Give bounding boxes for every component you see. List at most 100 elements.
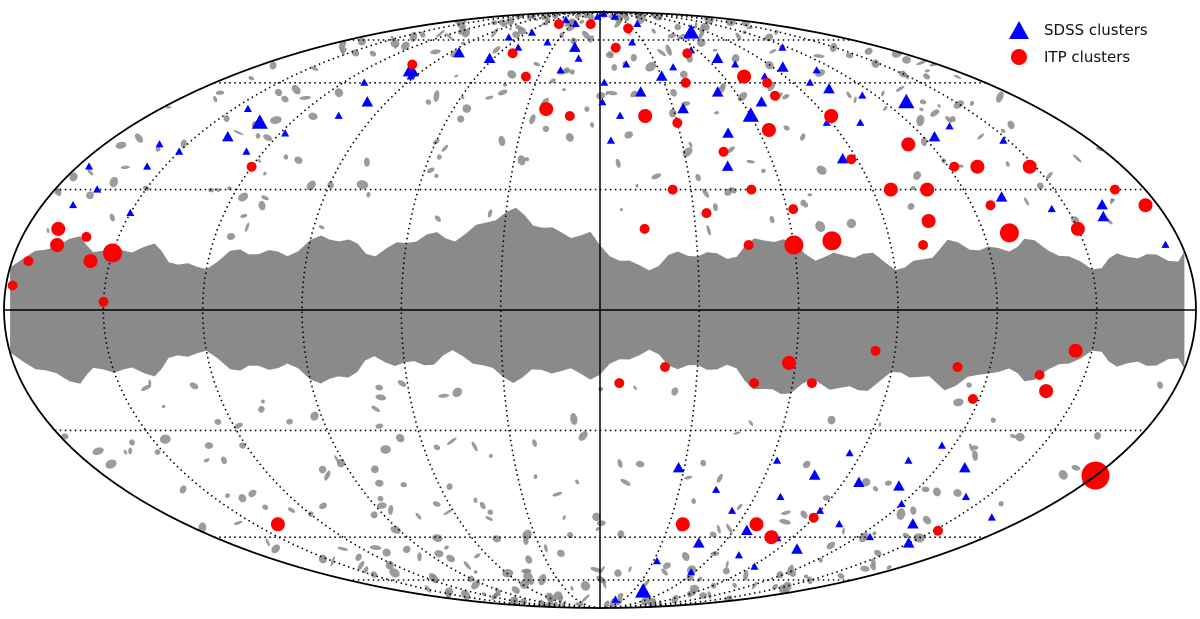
sdss-cluster-point	[85, 162, 94, 170]
mask-hole	[619, 207, 623, 212]
mask-hole	[511, 586, 520, 594]
mask-hole	[996, 91, 1004, 103]
mask-hole	[953, 489, 962, 497]
mask-hole	[330, 556, 336, 567]
sdss-cluster-point	[845, 449, 854, 457]
sdss-cluster-point	[741, 524, 753, 535]
mask-hole	[736, 503, 743, 510]
itp-cluster-point	[918, 240, 929, 250]
mask-hole	[370, 511, 378, 519]
sdss-cluster-point	[251, 114, 268, 129]
mask-hole	[428, 572, 439, 584]
mask-hole	[527, 16, 532, 20]
mask-hole	[913, 171, 922, 180]
mask-hole	[306, 180, 316, 191]
mask-hole	[884, 480, 892, 486]
mask-hole	[533, 61, 541, 67]
itp-cluster-point	[675, 517, 690, 532]
sdss-cluster-point	[360, 78, 369, 86]
sdss-cluster-point	[669, 63, 678, 71]
mask-hole	[590, 567, 602, 573]
map-border	[3, 11, 1197, 609]
itp-cluster-point	[585, 19, 596, 30]
mask-hole	[134, 133, 144, 143]
mask-hole	[651, 28, 656, 34]
itp-cluster-point	[824, 109, 839, 123]
mask-hole	[258, 405, 265, 413]
mask-hole	[579, 19, 585, 24]
itp-cluster-point	[749, 378, 760, 389]
mask-hole	[700, 459, 707, 467]
mask-hole	[910, 506, 917, 515]
sdss-cluster-point	[143, 162, 152, 170]
mask-hole	[540, 18, 551, 26]
mask-hole	[1000, 128, 1006, 134]
mask-hole	[397, 380, 407, 387]
mask-hole	[129, 439, 135, 446]
mask-hole	[507, 70, 517, 79]
mask-hole	[238, 494, 247, 503]
sdss-cluster-point	[712, 485, 721, 493]
mask-hole	[620, 478, 631, 486]
mask-hole	[255, 133, 261, 139]
mask-hole	[895, 85, 905, 92]
mask-hole	[813, 54, 825, 58]
mask-hole	[818, 557, 823, 563]
mask-hole	[826, 541, 836, 550]
mask-hole	[436, 154, 442, 160]
mask-hole	[606, 90, 618, 96]
mask-hole	[837, 573, 845, 579]
mask-hole	[702, 188, 710, 198]
mask-hole	[533, 474, 538, 480]
mask-hole	[657, 48, 667, 57]
sdss-cluster-point	[1047, 204, 1056, 213]
sdss-cluster-point	[1096, 199, 1108, 210]
mask-hole	[570, 37, 578, 45]
sdss-cluster-point	[243, 104, 252, 112]
itp-cluster-point	[7, 280, 18, 291]
mask-hole	[109, 176, 119, 188]
sdss-cluster-point	[569, 41, 581, 52]
mask-hole	[270, 116, 282, 124]
mask-hole	[667, 33, 677, 39]
mask-hole	[337, 546, 349, 551]
mask-hole	[375, 479, 384, 487]
itp-cluster-point	[680, 77, 691, 88]
mask-hole	[800, 133, 806, 141]
mask-hole	[1156, 381, 1164, 389]
mask-hole	[592, 512, 601, 522]
mask-hole	[769, 216, 775, 224]
mask-hole	[643, 579, 650, 588]
itp-cluster-point	[270, 517, 285, 532]
mask-hole	[523, 571, 533, 583]
sdss-cluster-point	[822, 118, 831, 126]
mask-hole	[488, 453, 493, 458]
mask-hole	[615, 158, 621, 168]
itp-cluster-point	[639, 223, 650, 234]
sdss-cluster-point	[836, 153, 849, 164]
mask-hole	[446, 554, 455, 563]
mask-hole	[919, 99, 927, 105]
mask-hole	[318, 465, 327, 474]
mask-hole	[712, 203, 718, 212]
sdss-cluster-point	[907, 518, 919, 529]
mask-hole	[966, 382, 972, 388]
mask-hole	[299, 95, 312, 100]
legend-item-itp: ITP clusters	[1006, 43, 1166, 70]
itp-cluster-point	[761, 123, 776, 137]
meridian-line	[599, 11, 800, 609]
itp-cluster-point	[822, 231, 842, 251]
mask-hole	[491, 592, 499, 600]
sdss-cluster-point	[222, 131, 234, 142]
sdss-cluster-point	[635, 583, 652, 598]
mask-hole	[370, 571, 378, 578]
mask-hole	[1094, 432, 1101, 440]
mask-hole	[581, 30, 591, 40]
sdss-cluster-point	[734, 551, 743, 559]
mask-hole	[485, 95, 494, 100]
mask-hole	[764, 33, 774, 42]
itp-cluster-point	[682, 48, 693, 59]
mask-hole	[862, 477, 871, 487]
itp-cluster-point	[921, 214, 936, 228]
mask-hole	[922, 515, 932, 525]
